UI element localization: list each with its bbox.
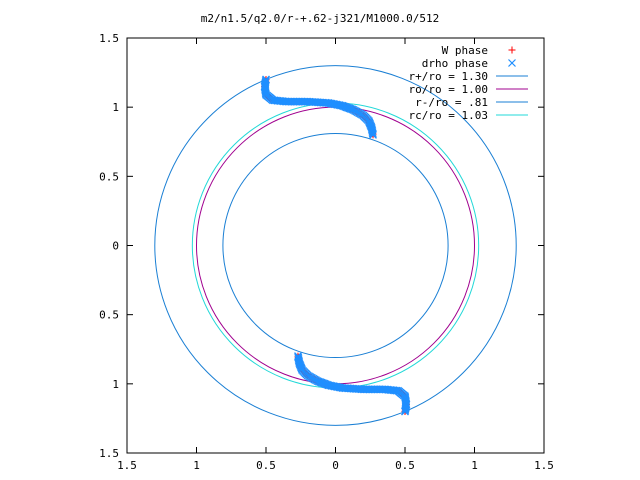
x-tick-label: 1.5: [117, 459, 137, 472]
drho-phase-point: [368, 129, 377, 138]
y-tick-label: 0: [112, 240, 119, 253]
legend-cross-sample: [508, 59, 516, 67]
legend-label: rc/ro = 1.03: [409, 109, 488, 122]
y-tick-label: 1.5: [99, 447, 119, 460]
x-tick-label: 1: [471, 459, 478, 472]
drho-phase-point: [369, 130, 378, 139]
marks-layer: [154, 65, 517, 426]
drho-phase-point: [293, 352, 302, 361]
x-tick-label: 0.5: [395, 459, 415, 472]
legend-label: W phase: [442, 44, 488, 57]
y-tick-label: 0.5: [99, 309, 119, 322]
ticks-layer: 1.5 1 0.5 0 0.5 1 1.51.510.500.511.5: [99, 32, 554, 472]
y-tick-label: 0.5: [99, 170, 119, 183]
y-tick-label: 1: [112, 378, 119, 391]
y-tick-label: 1: [112, 101, 119, 114]
legend-label: drho phase: [422, 57, 488, 70]
legend-label: r+/ro = 1.30: [409, 70, 488, 83]
legend-label: ro/ro = 1.00: [409, 83, 488, 96]
legend-label: r-/ro = .81: [415, 96, 488, 109]
circle-r+ro: [154, 65, 517, 426]
drho-phase-point: [368, 128, 377, 137]
drho-phase-point: [294, 353, 303, 362]
x-tick-label: 0.5: [256, 459, 276, 472]
x-tick-label: 0: [332, 459, 339, 472]
circle-rcro: [191, 102, 480, 389]
x-tick-label: 1: [193, 459, 200, 472]
legend-plus-sample: [508, 46, 516, 54]
circle-r-ro: [222, 132, 449, 359]
y-tick-label: 1.5: [99, 32, 119, 45]
drho-phase-point: [294, 354, 303, 363]
chart-title: m2/n1.5/q2.0/r-+.62-j321/M1000.0/512: [201, 12, 439, 25]
circle-roro: [196, 106, 475, 385]
x-tick-label: 1.5: [534, 459, 554, 472]
